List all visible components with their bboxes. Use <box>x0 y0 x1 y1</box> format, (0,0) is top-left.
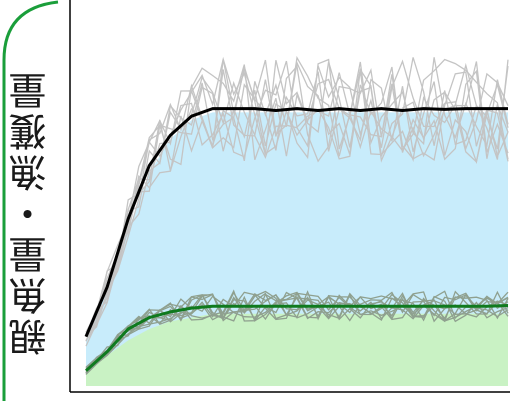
trial-line-upper-8 <box>85 61 509 334</box>
frame-border <box>2 0 59 401</box>
area-1 <box>86 313 508 386</box>
trial-line-lower-4 <box>85 292 509 369</box>
series-line-mean-catch <box>84 303 509 372</box>
trial-line-upper-5 <box>85 66 509 337</box>
trial-lines-layer <box>85 55 509 375</box>
mean-lines-layer <box>84 107 509 372</box>
trial-line-lower-7 <box>85 291 509 374</box>
trial-line-lower-9 <box>85 291 509 374</box>
series-line-mean-spawning <box>84 107 508 338</box>
frame-border-line <box>2 0 59 401</box>
trial-line-upper-0 <box>85 57 509 338</box>
trial-line-upper-7 <box>85 55 509 337</box>
trial-line-upper-9 <box>85 71 509 347</box>
trial-line-upper-6 <box>85 59 509 342</box>
axes-layer <box>69 0 510 393</box>
